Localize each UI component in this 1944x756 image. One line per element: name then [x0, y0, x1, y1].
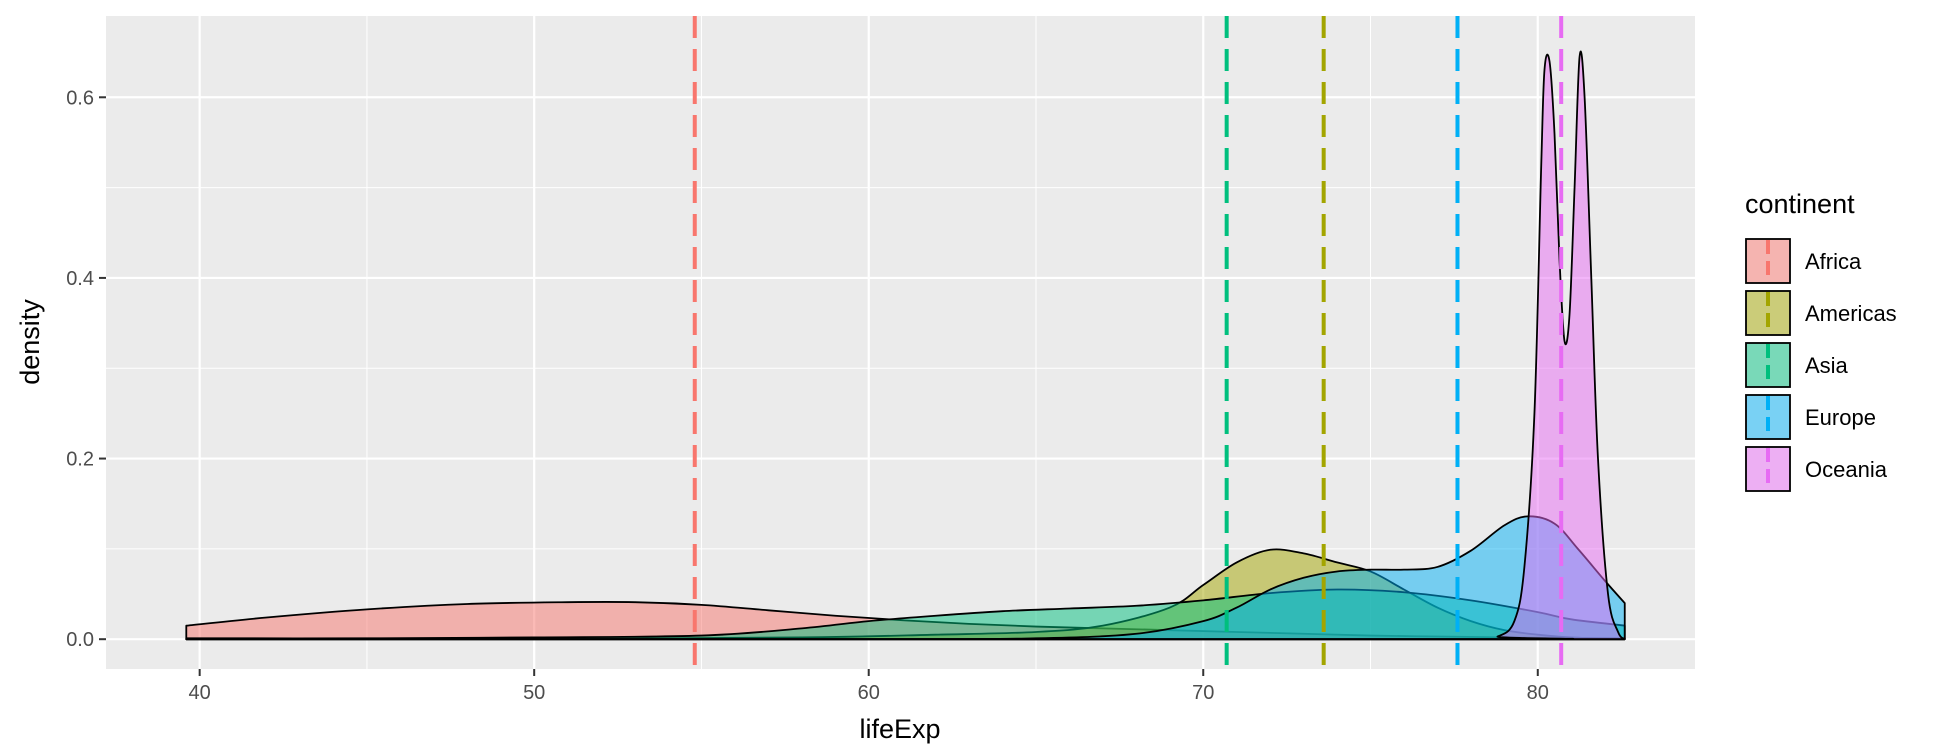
- x-axis: 40 50 60 70 80: [189, 669, 1549, 704]
- grid-major: [106, 16, 1695, 669]
- legend-title: continent: [1745, 189, 1855, 219]
- y-axis: 0.0 0.2 0.4 0.6: [66, 87, 106, 651]
- x-tick-label: 80: [1527, 682, 1549, 704]
- grid-minor: [106, 16, 1695, 669]
- x-tick-label: 70: [1192, 682, 1214, 704]
- legend-label: Oceania: [1805, 457, 1888, 482]
- x-tick-label: 60: [858, 682, 880, 704]
- y-tick-label: 0.6: [66, 87, 94, 109]
- x-tick-label: 40: [189, 682, 211, 704]
- legend-label: Africa: [1805, 249, 1862, 274]
- legend-item-africa: Africa: [1745, 238, 1862, 284]
- y-tick-label: 0.2: [66, 449, 94, 471]
- y-tick-label: 0.0: [66, 629, 94, 651]
- legend-item-oceania: Oceania: [1745, 446, 1888, 492]
- x-axis-title: lifeExp: [859, 714, 940, 744]
- legend-item-americas: Americas: [1745, 290, 1897, 336]
- x-tick-label: 50: [523, 682, 545, 704]
- legend-item-asia: Asia: [1745, 342, 1849, 388]
- mean-lines: [692, 16, 1564, 669]
- y-tick-label: 0.4: [66, 268, 94, 290]
- panel-background: [106, 16, 1695, 669]
- legend-label: Asia: [1805, 353, 1849, 378]
- density-area-oceania: [185, 50, 1626, 641]
- legend-items: Africa Americas Asia Europe Oceania: [1745, 238, 1897, 492]
- legend-label: Americas: [1805, 301, 1897, 326]
- legend-label: Europe: [1805, 405, 1876, 430]
- density-areas: [185, 50, 1626, 641]
- y-axis-title: density: [15, 299, 45, 385]
- legend-item-europe: Europe: [1745, 394, 1876, 440]
- legend: continent Africa Americas Asia Europe Oceani…: [1745, 189, 1897, 492]
